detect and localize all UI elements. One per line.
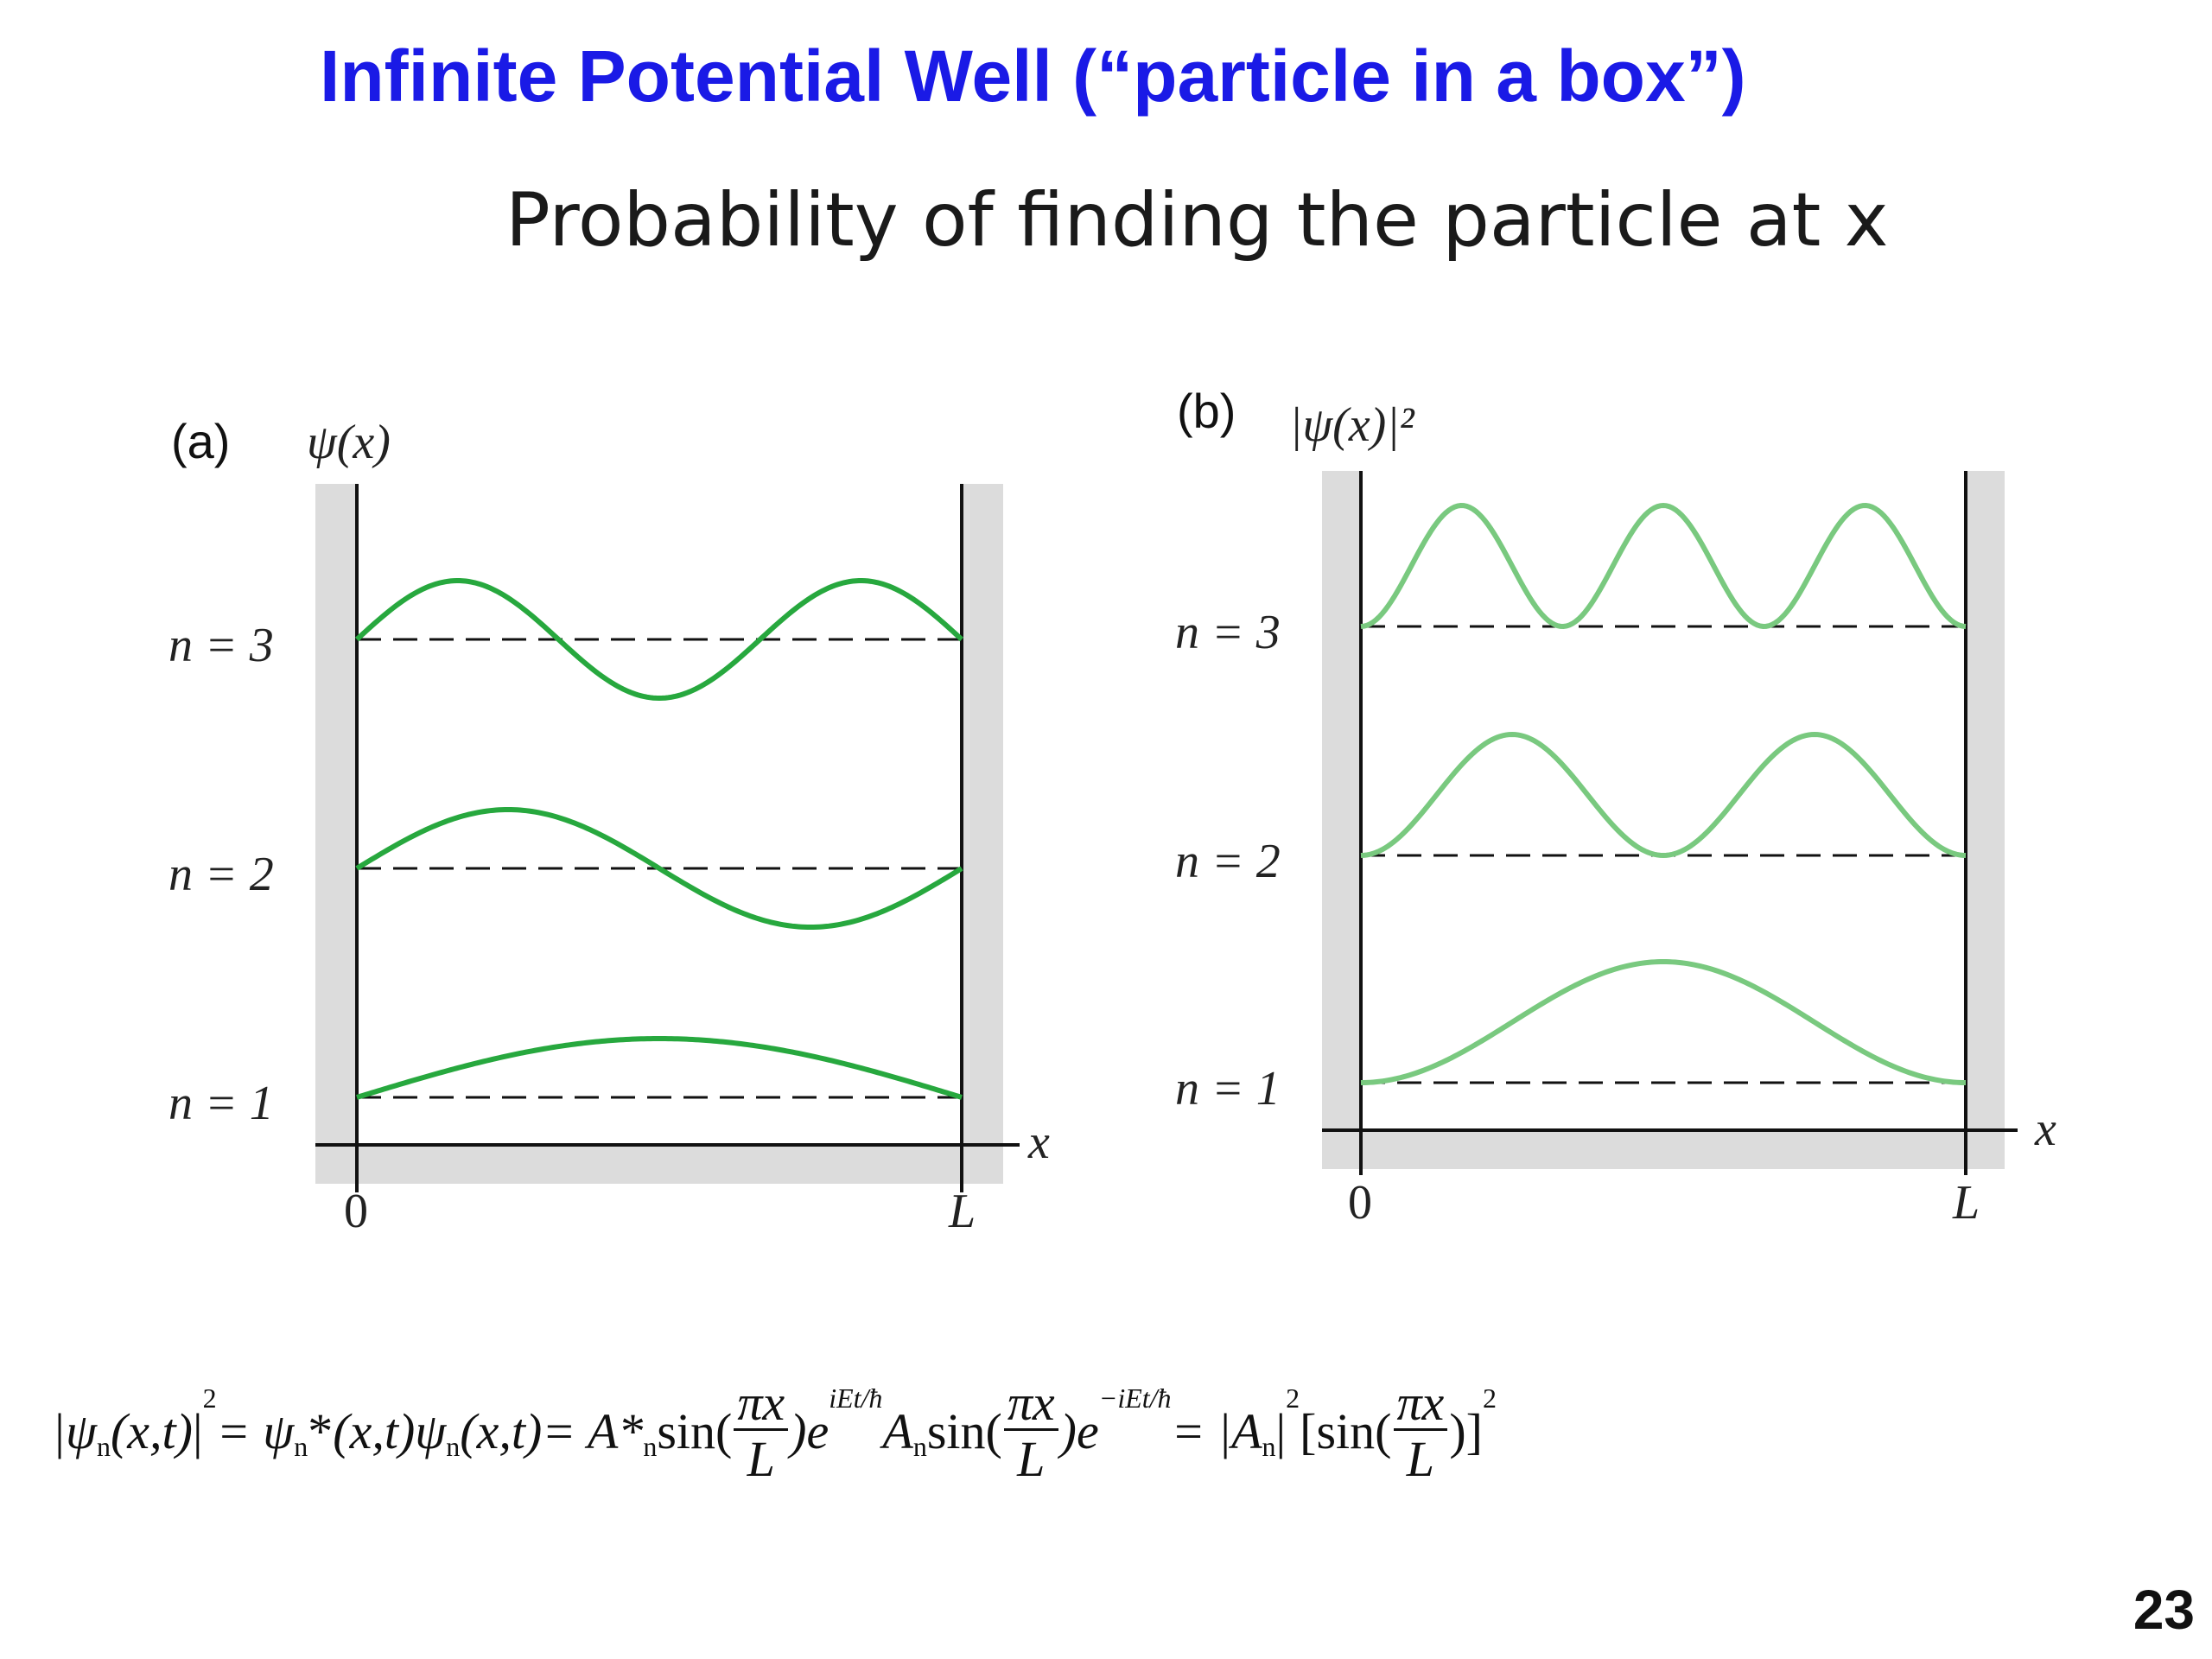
particle-in-box-figure: (a) ψ(x) x 0 L n = 1 n = 2 n = 3 (b) |ψ(… (168, 384, 2056, 1238)
eq-sub-n1: n (96, 1431, 111, 1462)
panel-b: (b) |ψ(x)|² x 0 L n = 1 n = 2 n = 3 (1175, 384, 2056, 1230)
eq-close-e1: )e (790, 1403, 830, 1459)
eq-eq1: = ψ (216, 1403, 295, 1459)
eq-bracket: [sin( (1300, 1403, 1392, 1459)
eq-exp-neg: −iEt/ħ (1098, 1382, 1172, 1414)
panel-a-xlabel: x (1027, 1116, 1050, 1169)
panel-a-tick-L: L (948, 1185, 976, 1238)
panel-b-label: (b) (1177, 384, 1236, 438)
eq-close-sq: )] (1449, 1403, 1483, 1459)
eq-star: * (308, 1403, 334, 1459)
panel-b-curve-n3 (1360, 502, 1967, 629)
eq-sub-n4: n (643, 1431, 658, 1462)
slide-subtitle: Probability of finding the particle at x (505, 177, 1889, 264)
panel-b-level-3: n = 3 (1175, 606, 1281, 659)
panel-a-level-3: n = 3 (168, 619, 274, 672)
eq-sub-n3: n (446, 1431, 461, 1462)
panel-a-curve-n1 (356, 1035, 963, 1100)
panel-a-curve-n3 (354, 578, 964, 702)
panel-b-well-right (1966, 471, 2005, 1169)
panel-a-curve-n2 (355, 806, 963, 931)
panel-a: (a) ψ(x) x 0 L n = 1 n = 2 n = 3 (168, 414, 1050, 1238)
panel-b-curve-n2 (1360, 731, 1967, 859)
panel-a-level-1: n = 1 (168, 1077, 274, 1130)
eq-sq: 2 (202, 1382, 217, 1414)
eq-frac-3: πx L (1393, 1378, 1448, 1484)
eq-sub-n2: n (294, 1431, 308, 1462)
panel-a-well-bottom (315, 1145, 1003, 1184)
eq-sub-n6: n (1262, 1431, 1276, 1462)
panel-b-tick-0: 0 (1348, 1176, 1372, 1230)
eq-sub-n5: n (912, 1431, 927, 1462)
page-number: 23 (2133, 1579, 2195, 1641)
probability-density-equation: |ψ n (x,t) | 2 = ψ n * (x,t)ψ n (x,t) = A* n sin( … (52, 1375, 1497, 1487)
slide-title: Infinite Potential Well (“particle in a … (320, 35, 1746, 117)
eq-sin1: sin( (657, 1403, 733, 1459)
panel-a-tick-0: 0 (344, 1185, 368, 1238)
eq-args2: (x,t)ψ (333, 1403, 447, 1459)
eq-exp-pos: iEt/ħ (829, 1382, 883, 1414)
panel-b-well-bottom (1322, 1130, 2005, 1169)
eq-close-e2: )e (1059, 1403, 1099, 1459)
eq-lhs: |ψ (52, 1403, 97, 1459)
eq-frac-1: πx L (734, 1378, 789, 1484)
panel-b-level-1: n = 1 (1175, 1062, 1281, 1116)
panel-b-level-2: n = 2 (1175, 835, 1281, 888)
eq-frac-2: πx L (1003, 1378, 1058, 1484)
panel-a-level-2: n = 2 (168, 848, 274, 901)
eq-sq3: 2 (1482, 1382, 1497, 1414)
panel-b-curve-n1 (1360, 958, 1967, 1085)
eq-sin2: sin( (926, 1403, 1002, 1459)
panel-b-xlabel: x (2034, 1103, 2056, 1156)
panel-a-well-left (315, 484, 357, 1184)
panel-a-ylabel: ψ(x) (307, 416, 391, 469)
eq-args3: (x,t) (460, 1403, 543, 1459)
panel-b-ylabel: |ψ(x)|² (1289, 398, 1415, 452)
eq-args: (x,t) (110, 1403, 193, 1459)
eq-sq2: 2 (1286, 1382, 1300, 1414)
eq-eq3: = |A (1171, 1403, 1262, 1459)
panel-b-tick-L: L (1952, 1176, 1980, 1230)
panel-a-label: (a) (171, 414, 230, 468)
panel-b-well-left (1322, 471, 1361, 1169)
panel-a-well-right (962, 484, 1003, 1184)
eq-A: A (882, 1403, 913, 1459)
eq-eq2: = A* (542, 1403, 644, 1459)
